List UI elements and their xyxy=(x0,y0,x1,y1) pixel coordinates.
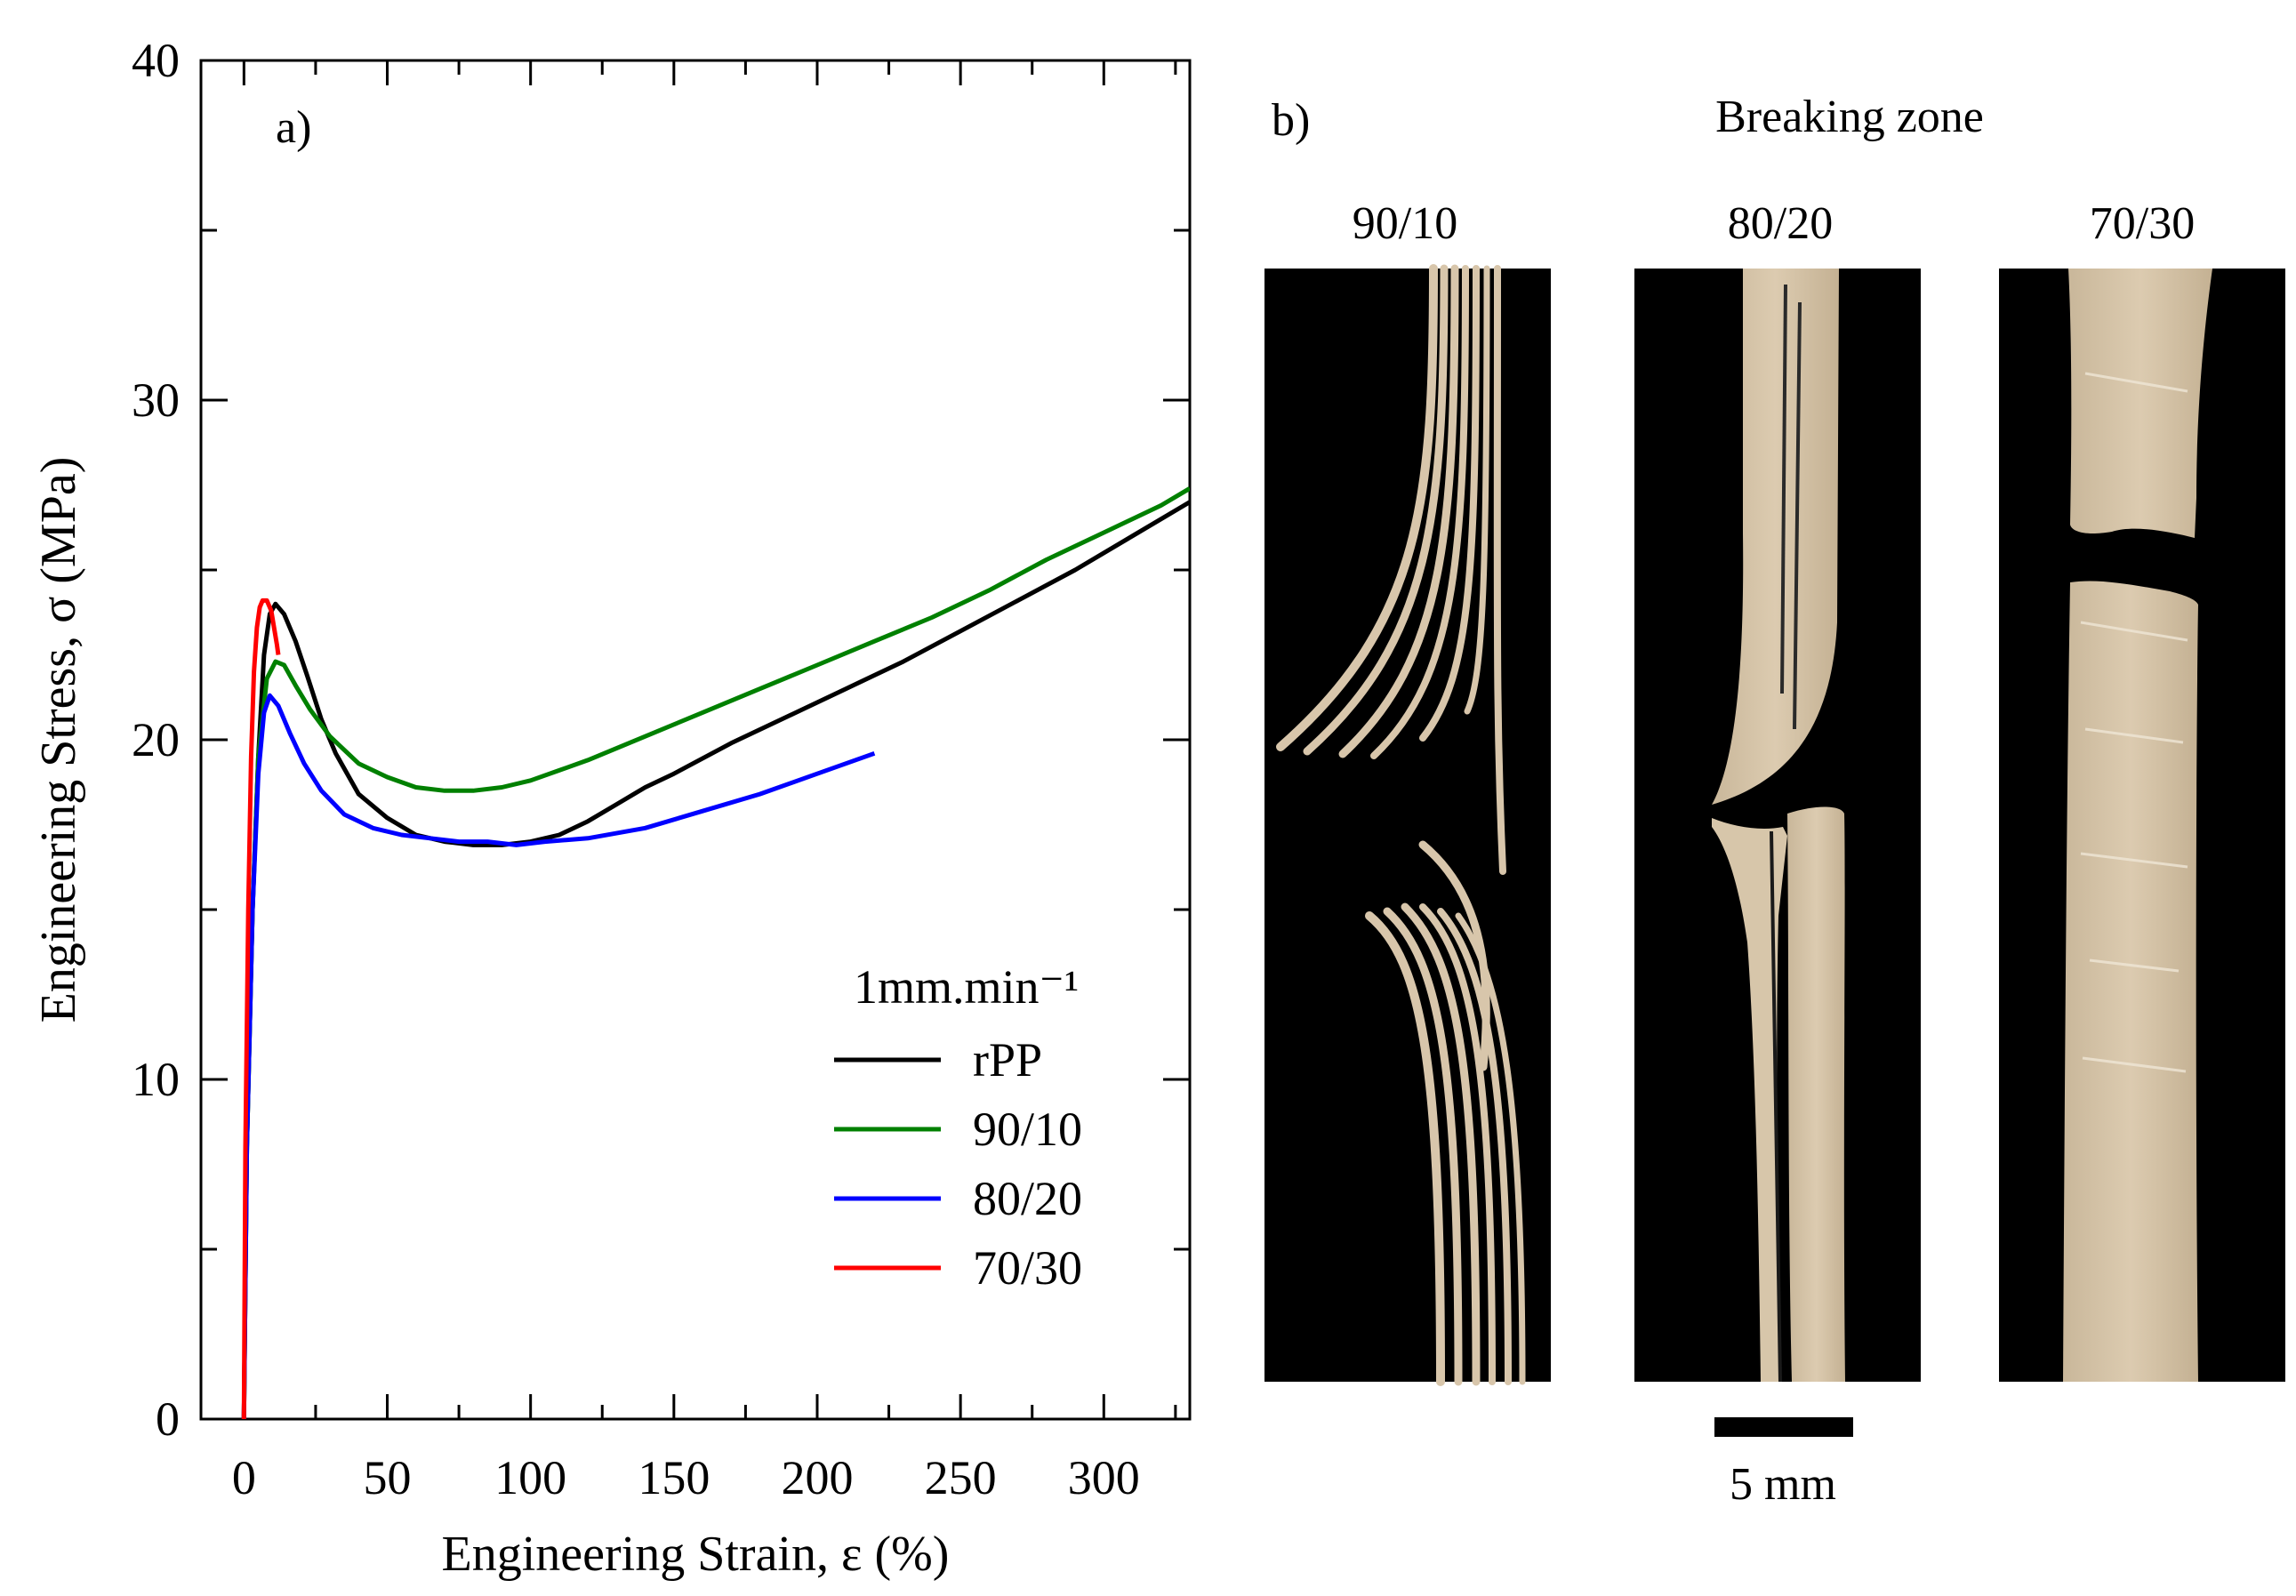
panel-b-label: b) xyxy=(1272,95,1310,146)
sample-label-80-20: 80/20 xyxy=(1728,198,1833,249)
y-tick-label: 30 xyxy=(132,373,180,427)
x-tick-label: 200 xyxy=(781,1451,853,1504)
x-tick-label: 150 xyxy=(638,1451,710,1504)
y-tick-label: 20 xyxy=(132,713,180,766)
x-axis: 0 50 100 150 200 250 300 xyxy=(232,60,1177,1504)
sample-label-70-30: 70/30 xyxy=(2090,198,2195,249)
series-line-80-20 xyxy=(241,693,876,1419)
legend-label-90-10: 90/10 xyxy=(973,1103,1082,1156)
scale-bar-label: 5 mm xyxy=(1730,1459,1836,1510)
stress-strain-chart: 0 50 100 150 200 250 300 0 10 20 30 40 a) Engineer… xyxy=(31,34,1192,1582)
photo-90-10 xyxy=(1264,264,1551,1386)
x-tick-label: 300 xyxy=(1068,1451,1140,1504)
legend-label-70-30: 70/30 xyxy=(973,1241,1082,1295)
x-tick-label: 50 xyxy=(364,1451,412,1504)
series-line-90-10 xyxy=(241,486,1190,1419)
x-tick-label: 100 xyxy=(494,1451,566,1504)
scale-bar xyxy=(1714,1417,1853,1437)
y-tick-label: 0 xyxy=(156,1392,180,1446)
panel-a-label: a) xyxy=(276,102,311,153)
series-lines xyxy=(241,486,1190,1419)
photo-80-20 xyxy=(1634,269,1921,1383)
legend-title: 1mm.min⁻¹ xyxy=(854,960,1079,1014)
x-axis-title: Engineering Strain, ε (%) xyxy=(442,1527,950,1582)
series-line-70-30 xyxy=(241,597,281,1419)
legend-label-rPP: rPP xyxy=(973,1033,1042,1087)
photo-70-30 xyxy=(1999,269,2285,1382)
legend: 1mm.min⁻¹ rPP 90/10 80/20 70/30 xyxy=(834,960,1082,1295)
y-axis-title: Engineering Stress, σ (MPa) xyxy=(31,457,86,1023)
y-axis: 0 10 20 30 40 xyxy=(132,34,1190,1446)
x-tick-label: 250 xyxy=(925,1451,997,1504)
photos-title: Breaking zone xyxy=(1715,92,1984,142)
y-tick-label: 40 xyxy=(132,34,180,87)
breaking-zone-photos: b) Breaking zone 90/10 80/20 70/30 xyxy=(1264,92,2285,1510)
y-tick-label: 10 xyxy=(132,1053,180,1106)
legend-label-80-20: 80/20 xyxy=(973,1172,1082,1225)
sample-label-90-10: 90/10 xyxy=(1353,198,1457,249)
x-tick-label: 0 xyxy=(232,1451,256,1504)
